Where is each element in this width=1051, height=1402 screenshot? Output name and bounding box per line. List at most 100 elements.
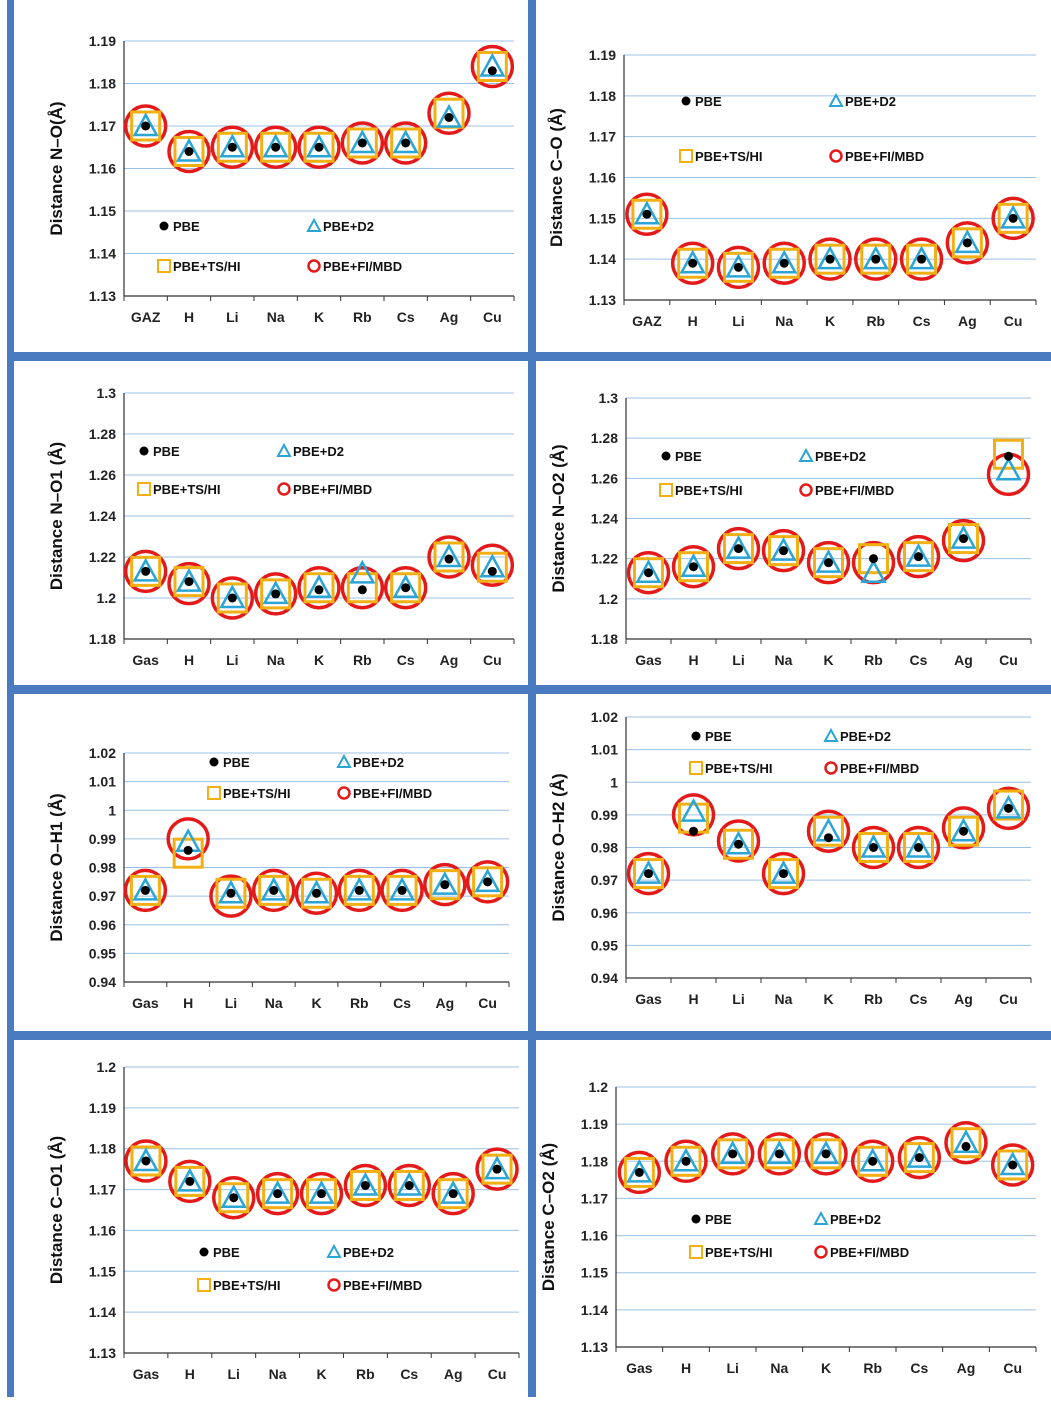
legend-symbol-triangle xyxy=(828,92,844,107)
legend-symbol-circle xyxy=(337,786,351,800)
data-point-square xyxy=(678,551,709,583)
y-axis-title: Distance N–O(Å) xyxy=(47,101,66,235)
data-point-triangle xyxy=(725,253,752,278)
x-tick-label: Gas xyxy=(626,1360,653,1376)
y-tick-label: 0.94 xyxy=(89,974,116,990)
legend-symbol-circle xyxy=(814,1245,828,1259)
y-tick-label: 0.97 xyxy=(591,872,618,888)
legend-symbol-triangle xyxy=(276,442,292,457)
data-point-circle xyxy=(716,819,761,863)
legend-label: PBE+TS/HI xyxy=(675,483,743,498)
data-point-dot xyxy=(229,1193,239,1203)
y-tick-label: 1.15 xyxy=(89,203,116,219)
data-point-dot xyxy=(487,566,497,576)
data-point-dot xyxy=(688,258,698,268)
data-point-triangle xyxy=(950,817,977,842)
data-point-circle xyxy=(716,245,761,290)
data-point-square xyxy=(903,541,934,573)
x-tick-label: Na xyxy=(265,995,283,1011)
data-point-dot xyxy=(440,880,450,890)
y-tick-label: 1 xyxy=(108,802,116,818)
y-tick-label: 1.14 xyxy=(89,1304,116,1320)
data-point-circle xyxy=(761,851,806,896)
data-point-square xyxy=(343,874,375,906)
data-point-dot xyxy=(959,826,968,836)
x-tick-label: Ag xyxy=(957,1360,976,1376)
x-tick-label: Na xyxy=(267,309,285,325)
data-point-dot xyxy=(642,209,652,219)
y-tick-label: 0.96 xyxy=(89,917,116,933)
data-point-dot xyxy=(314,142,324,152)
x-tick-label: Li xyxy=(732,313,744,329)
x-tick-label: Cu xyxy=(999,991,1018,1007)
x-tick-label: K xyxy=(821,1360,831,1376)
legend-symbol-square xyxy=(207,786,221,800)
legend-symbol-circle xyxy=(829,149,843,163)
x-tick-label: Ag xyxy=(435,995,454,1011)
legend-label: PBE xyxy=(173,219,200,234)
x-tick-label: Li xyxy=(732,652,744,668)
legend-symbol-dot xyxy=(691,1214,701,1224)
data-point-circle xyxy=(427,535,471,579)
data-point-dot xyxy=(959,534,968,544)
y-tick-label: 1.18 xyxy=(89,76,116,92)
data-point-square xyxy=(858,832,889,863)
y-axis-title: Distance C–O (Å) xyxy=(547,108,566,247)
legend-label: PBE+TS/HI xyxy=(705,1245,773,1260)
data-point-square xyxy=(903,832,934,863)
x-tick-label: Li xyxy=(226,309,238,325)
x-tick-label: Cs xyxy=(910,652,928,668)
data-point-square xyxy=(216,131,248,163)
data-point-circle xyxy=(340,121,385,165)
data-point-dot xyxy=(734,544,743,554)
data-point-triangle xyxy=(388,876,416,901)
x-tick-label: Gas xyxy=(132,995,159,1011)
data-point-circle xyxy=(211,1175,256,1220)
data-point-square xyxy=(814,243,846,275)
data-point-triangle xyxy=(905,833,932,858)
data-point-square xyxy=(997,1149,1029,1181)
data-point-circle xyxy=(475,1147,519,1191)
x-tick-label: Na xyxy=(775,313,793,329)
data-point-circle xyxy=(387,1163,432,1208)
x-tick-label: Na xyxy=(770,1360,788,1376)
data-point-circle xyxy=(297,125,341,169)
legend-label: PBE+FI/MBD xyxy=(840,761,919,776)
data-point-square xyxy=(768,535,799,567)
y-axis-title: Distance O–H1 (Å) xyxy=(47,793,66,941)
data-point-triangle xyxy=(305,133,333,158)
data-point-dot xyxy=(404,1180,414,1190)
data-point-triangle xyxy=(633,200,661,225)
legend-label: PBE+D2 xyxy=(840,729,891,744)
data-point-square xyxy=(346,127,378,159)
x-tick-label: Li xyxy=(227,1366,239,1382)
data-point-triangle xyxy=(264,1180,291,1204)
chart-svg-7: 1.13 1.14 1.15 1.16 1.17 1.18 1.19 1.2 Gas H Li Na K… xyxy=(47,1059,520,1382)
data-point-dot xyxy=(774,1149,784,1159)
data-point-dot xyxy=(1004,803,1013,813)
data-point-triangle xyxy=(635,860,662,884)
legend-label: PBE+FI/MBD xyxy=(293,482,372,497)
data-point-circle xyxy=(166,817,210,861)
data-point-triangle xyxy=(305,574,333,598)
y-tick-label: 1.3 xyxy=(97,385,117,401)
chart-svg-3: 1.18 1.2 1.22 1.24 1.26 1.28 1.3 Gas H Li Na K Rb Cs A… xyxy=(47,385,515,668)
frame-row-divider-1 xyxy=(7,352,1051,361)
data-point-triangle xyxy=(950,524,977,549)
data-point-triangle xyxy=(816,245,844,270)
x-tick-label: Rb xyxy=(866,313,885,329)
data-point-square xyxy=(906,243,938,275)
legend-symbol-triangle xyxy=(823,727,839,742)
y-tick-label: 0.95 xyxy=(591,937,618,953)
data-point-triangle xyxy=(999,204,1027,229)
frame-row-divider-2 xyxy=(7,685,1051,694)
y-tick-label: 1.2 xyxy=(589,1079,609,1095)
data-point-dot xyxy=(271,142,281,152)
data-point-dot xyxy=(914,843,923,852)
data-point-circle xyxy=(664,1139,708,1184)
data-point-square xyxy=(951,227,983,259)
x-tick-label: Rb xyxy=(864,991,883,1007)
x-tick-label: H xyxy=(183,995,193,1011)
data-point-triangle xyxy=(219,584,246,609)
